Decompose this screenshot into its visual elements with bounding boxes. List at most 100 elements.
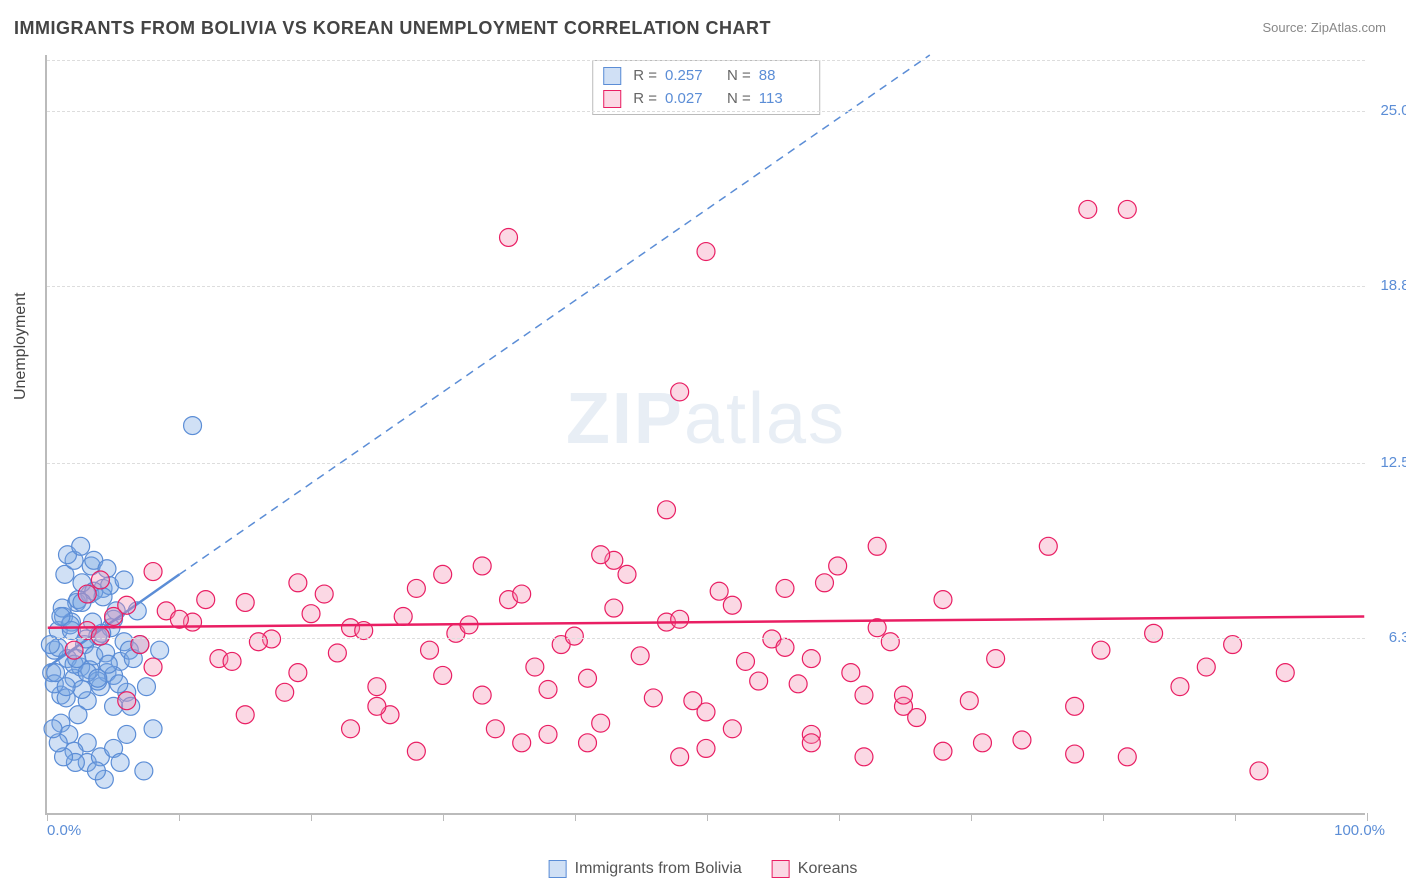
data-point	[223, 652, 241, 670]
data-point	[302, 605, 320, 623]
data-point	[368, 697, 386, 715]
chart-plot-area: ZIPatlas R =0.257N =88R =0.027N =113 6.3…	[45, 55, 1365, 815]
data-point	[631, 647, 649, 665]
data-point	[816, 574, 834, 592]
stat-n-label: N =	[727, 88, 751, 111]
data-point	[579, 669, 597, 687]
data-point	[135, 762, 153, 780]
data-point	[895, 686, 913, 704]
data-point	[289, 574, 307, 592]
data-point	[407, 579, 425, 597]
data-point	[671, 383, 689, 401]
data-point	[710, 582, 728, 600]
data-point	[802, 734, 820, 752]
data-point	[184, 417, 202, 435]
legend-item: Koreans	[772, 860, 858, 878]
y-tick-label: 6.3%	[1368, 629, 1406, 646]
y-tick-label: 25.0%	[1368, 102, 1406, 119]
data-point	[1118, 200, 1136, 218]
data-point	[513, 734, 531, 752]
data-point	[197, 591, 215, 609]
data-point	[1276, 664, 1294, 682]
data-point	[1197, 658, 1215, 676]
data-point	[78, 585, 96, 603]
data-point	[973, 734, 991, 752]
data-point	[110, 675, 128, 693]
x-tick	[179, 813, 180, 821]
legend-item: Immigrants from Bolivia	[549, 860, 742, 878]
gridline	[47, 463, 1365, 464]
data-point	[697, 703, 715, 721]
data-point	[91, 627, 109, 645]
y-tick-label: 18.8%	[1368, 277, 1406, 294]
data-point	[697, 243, 715, 261]
data-point	[434, 565, 452, 583]
gridline	[47, 638, 1365, 639]
trend-line	[48, 616, 1365, 627]
data-point	[1118, 748, 1136, 766]
data-point	[236, 593, 254, 611]
x-min-label: 0.0%	[47, 822, 81, 839]
data-point	[855, 748, 873, 766]
data-point	[697, 739, 715, 757]
trend-line-dashed	[179, 55, 929, 574]
legend-swatch	[549, 860, 567, 878]
data-point	[644, 689, 662, 707]
x-tick	[839, 813, 840, 821]
data-point	[144, 658, 162, 676]
data-point	[87, 762, 105, 780]
data-point	[987, 650, 1005, 668]
data-point	[526, 658, 544, 676]
data-point	[908, 709, 926, 727]
data-point	[618, 565, 636, 583]
data-point	[776, 579, 794, 597]
data-point	[1066, 697, 1084, 715]
data-point	[276, 683, 294, 701]
data-point	[1145, 624, 1163, 642]
data-point	[960, 692, 978, 710]
legend-label: Koreans	[798, 860, 858, 878]
data-point	[829, 557, 847, 575]
stat-n-value: 113	[759, 88, 809, 111]
data-point	[723, 720, 741, 738]
data-point	[473, 686, 491, 704]
data-point	[115, 571, 133, 589]
y-axis-label: Unemployment	[12, 292, 30, 400]
chart-title: IMMIGRANTS FROM BOLIVIA VS KOREAN UNEMPL…	[14, 18, 771, 39]
data-point	[69, 706, 87, 724]
data-point	[565, 627, 583, 645]
x-max-label: 100.0%	[1334, 822, 1385, 839]
data-point	[44, 720, 62, 738]
data-point	[99, 655, 117, 673]
data-point	[368, 678, 386, 696]
data-point	[94, 588, 112, 606]
data-point	[750, 672, 768, 690]
data-point	[118, 725, 136, 743]
data-point	[776, 638, 794, 656]
data-point	[289, 664, 307, 682]
data-point	[1092, 641, 1110, 659]
x-tick	[575, 813, 576, 821]
data-point	[342, 720, 360, 738]
legend-label: Immigrants from Bolivia	[575, 860, 742, 878]
data-point	[315, 585, 333, 603]
data-point	[539, 725, 557, 743]
gridline	[47, 60, 1365, 61]
y-tick-label: 12.5%	[1368, 454, 1406, 471]
data-point	[723, 596, 741, 614]
scatter-svg	[47, 55, 1365, 813]
stat-n-value: 88	[759, 65, 809, 88]
data-point	[421, 641, 439, 659]
data-point	[1079, 200, 1097, 218]
data-point	[592, 714, 610, 732]
legend-swatch	[772, 860, 790, 878]
data-point	[236, 706, 254, 724]
stats-legend-box: R =0.257N =88R =0.027N =113	[592, 60, 820, 115]
data-point	[118, 596, 136, 614]
data-point	[1013, 731, 1031, 749]
stats-row: R =0.257N =88	[603, 65, 809, 88]
data-point	[111, 753, 129, 771]
data-point	[579, 734, 597, 752]
data-point	[65, 641, 83, 659]
stat-r-label: R =	[633, 88, 657, 111]
